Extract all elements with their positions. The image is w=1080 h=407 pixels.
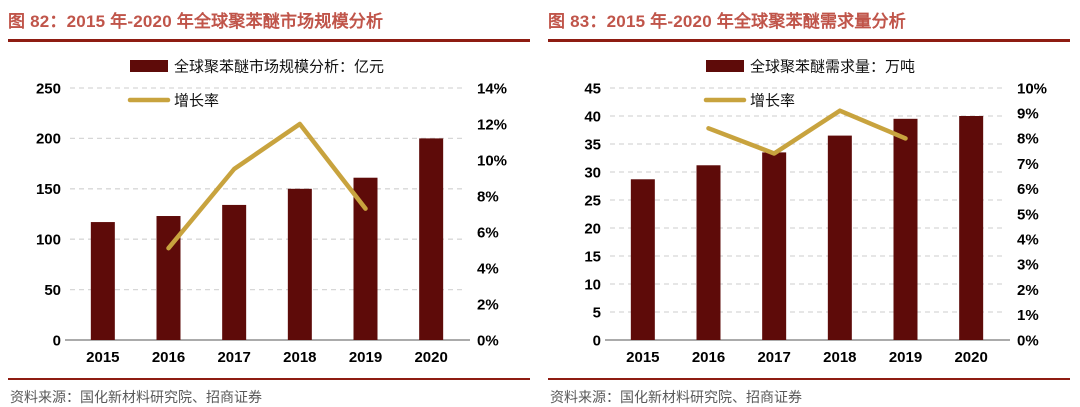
right-axis-tick: 10% xyxy=(1017,80,1047,97)
x-axis-label: 2019 xyxy=(349,349,382,366)
market-size-chart: 0 50 100 150 200 250 0% 2% 4% 6% 8% 10% 12% 14% 2015 20… xyxy=(36,57,507,366)
left-axis-tick: 5 xyxy=(593,304,601,321)
right-axis-tick: 14% xyxy=(477,80,507,97)
figure-82-panel: 图 82：2015 年-2020 年全球聚苯醚市场规模分析 0 50 100 150 2… xyxy=(8,4,530,407)
left-axis-tick: 35 xyxy=(584,136,601,153)
left-axis-tick: 0 xyxy=(53,332,61,349)
right-axis-tick: 4% xyxy=(1017,231,1039,248)
x-axis-label: 2020 xyxy=(414,349,447,366)
right-axis-tick: 2% xyxy=(477,296,499,313)
x-axis-label: 2018 xyxy=(823,349,856,366)
right-axis-tick: 5% xyxy=(1017,206,1039,223)
right-axis-tick: 8% xyxy=(477,188,499,205)
x-axis-label: 2019 xyxy=(889,349,922,366)
left-axis-tick: 20 xyxy=(584,220,601,237)
bar-2018 xyxy=(827,135,852,340)
bar-2019 xyxy=(893,118,918,340)
right-axis-tick: 12% xyxy=(477,116,507,133)
growth-rate-line xyxy=(706,108,908,156)
legend-bar-swatch xyxy=(706,60,744,72)
right-axis-tick: 9% xyxy=(1017,105,1039,122)
bar-2020 xyxy=(959,116,984,340)
x-axis-label: 2016 xyxy=(692,349,725,366)
left-axis-tick: 45 xyxy=(584,80,601,97)
right-axis-tick: 0% xyxy=(1017,332,1039,349)
right-axis-tick: 7% xyxy=(1017,156,1039,173)
right-axis-tick: 0% xyxy=(477,332,499,349)
left-axis-tick: 15 xyxy=(584,248,601,265)
figure-82-title: 图 82：2015 年-2020 年全球聚苯醚市场规模分析 xyxy=(8,4,530,42)
x-axis-label: 2017 xyxy=(757,349,790,366)
left-axis-tick: 0 xyxy=(593,332,601,349)
figure-83-title: 图 83：2015 年-2020 年全球聚苯醚需求量分析 xyxy=(548,4,1070,42)
bar-2017 xyxy=(762,152,787,340)
x-axis-label: 2020 xyxy=(954,349,987,366)
bar-2016 xyxy=(696,165,721,340)
bar-2015 xyxy=(630,179,655,340)
bar-2015 xyxy=(90,222,115,340)
left-axis-tick: 30 xyxy=(584,164,601,181)
right-axis-tick: 10% xyxy=(477,152,507,169)
right-axis-tick: 4% xyxy=(477,260,499,277)
left-axis-tick: 40 xyxy=(584,108,601,125)
x-axis-label: 2016 xyxy=(152,349,185,366)
left-axis-tick: 25 xyxy=(584,192,601,209)
left-axis-tick: 100 xyxy=(36,231,61,248)
legend-line-label: 增长率 xyxy=(750,92,795,109)
growth-rate-line xyxy=(166,121,368,251)
x-axis-label: 2015 xyxy=(86,349,119,366)
right-axis-tick: 6% xyxy=(477,224,499,241)
figure-83-source: 资料来源：国化新材料研究院、招商证券 xyxy=(548,378,1070,407)
left-axis-tick: 10 xyxy=(584,276,601,293)
x-axis-label: 2015 xyxy=(626,349,659,366)
legend-line-label: 增长率 xyxy=(174,92,219,109)
x-axis-label: 2018 xyxy=(283,349,316,366)
legend-bar-label: 全球聚苯醚需求量：万吨 xyxy=(750,57,915,75)
right-axis-tick: 1% xyxy=(1017,307,1039,324)
demand-chart: 0 5 10 15 20 25 30 35 40 45 0% 1% 2% 3% 4% 5% 6% 7% 8% 9% 10… xyxy=(584,57,1047,366)
bar-2020 xyxy=(419,138,444,340)
bar-2017 xyxy=(222,204,247,340)
bar-2018 xyxy=(287,188,312,340)
figure-82-source: 资料来源：国化新材料研究院、招商证券 xyxy=(8,378,530,407)
x-axis-label: 2017 xyxy=(217,349,250,366)
left-axis-tick: 200 xyxy=(36,131,61,148)
right-axis-tick: 8% xyxy=(1017,131,1039,148)
left-axis-tick: 150 xyxy=(36,181,61,198)
right-axis-tick: 3% xyxy=(1017,257,1039,274)
legend-bar-label: 全球聚苯醚市场规模分析：亿元 xyxy=(174,57,384,75)
left-axis-tick: 50 xyxy=(44,282,61,299)
legend-bar-swatch xyxy=(130,60,168,72)
right-axis-tick: 2% xyxy=(1017,282,1039,299)
bar-2019 xyxy=(353,177,378,340)
left-axis-tick: 250 xyxy=(36,80,61,97)
right-axis-tick: 6% xyxy=(1017,181,1039,198)
figure-83-panel: 图 83：2015 年-2020 年全球聚苯醚需求量分析 0 5 10 15 20 25 3… xyxy=(540,0,1080,407)
